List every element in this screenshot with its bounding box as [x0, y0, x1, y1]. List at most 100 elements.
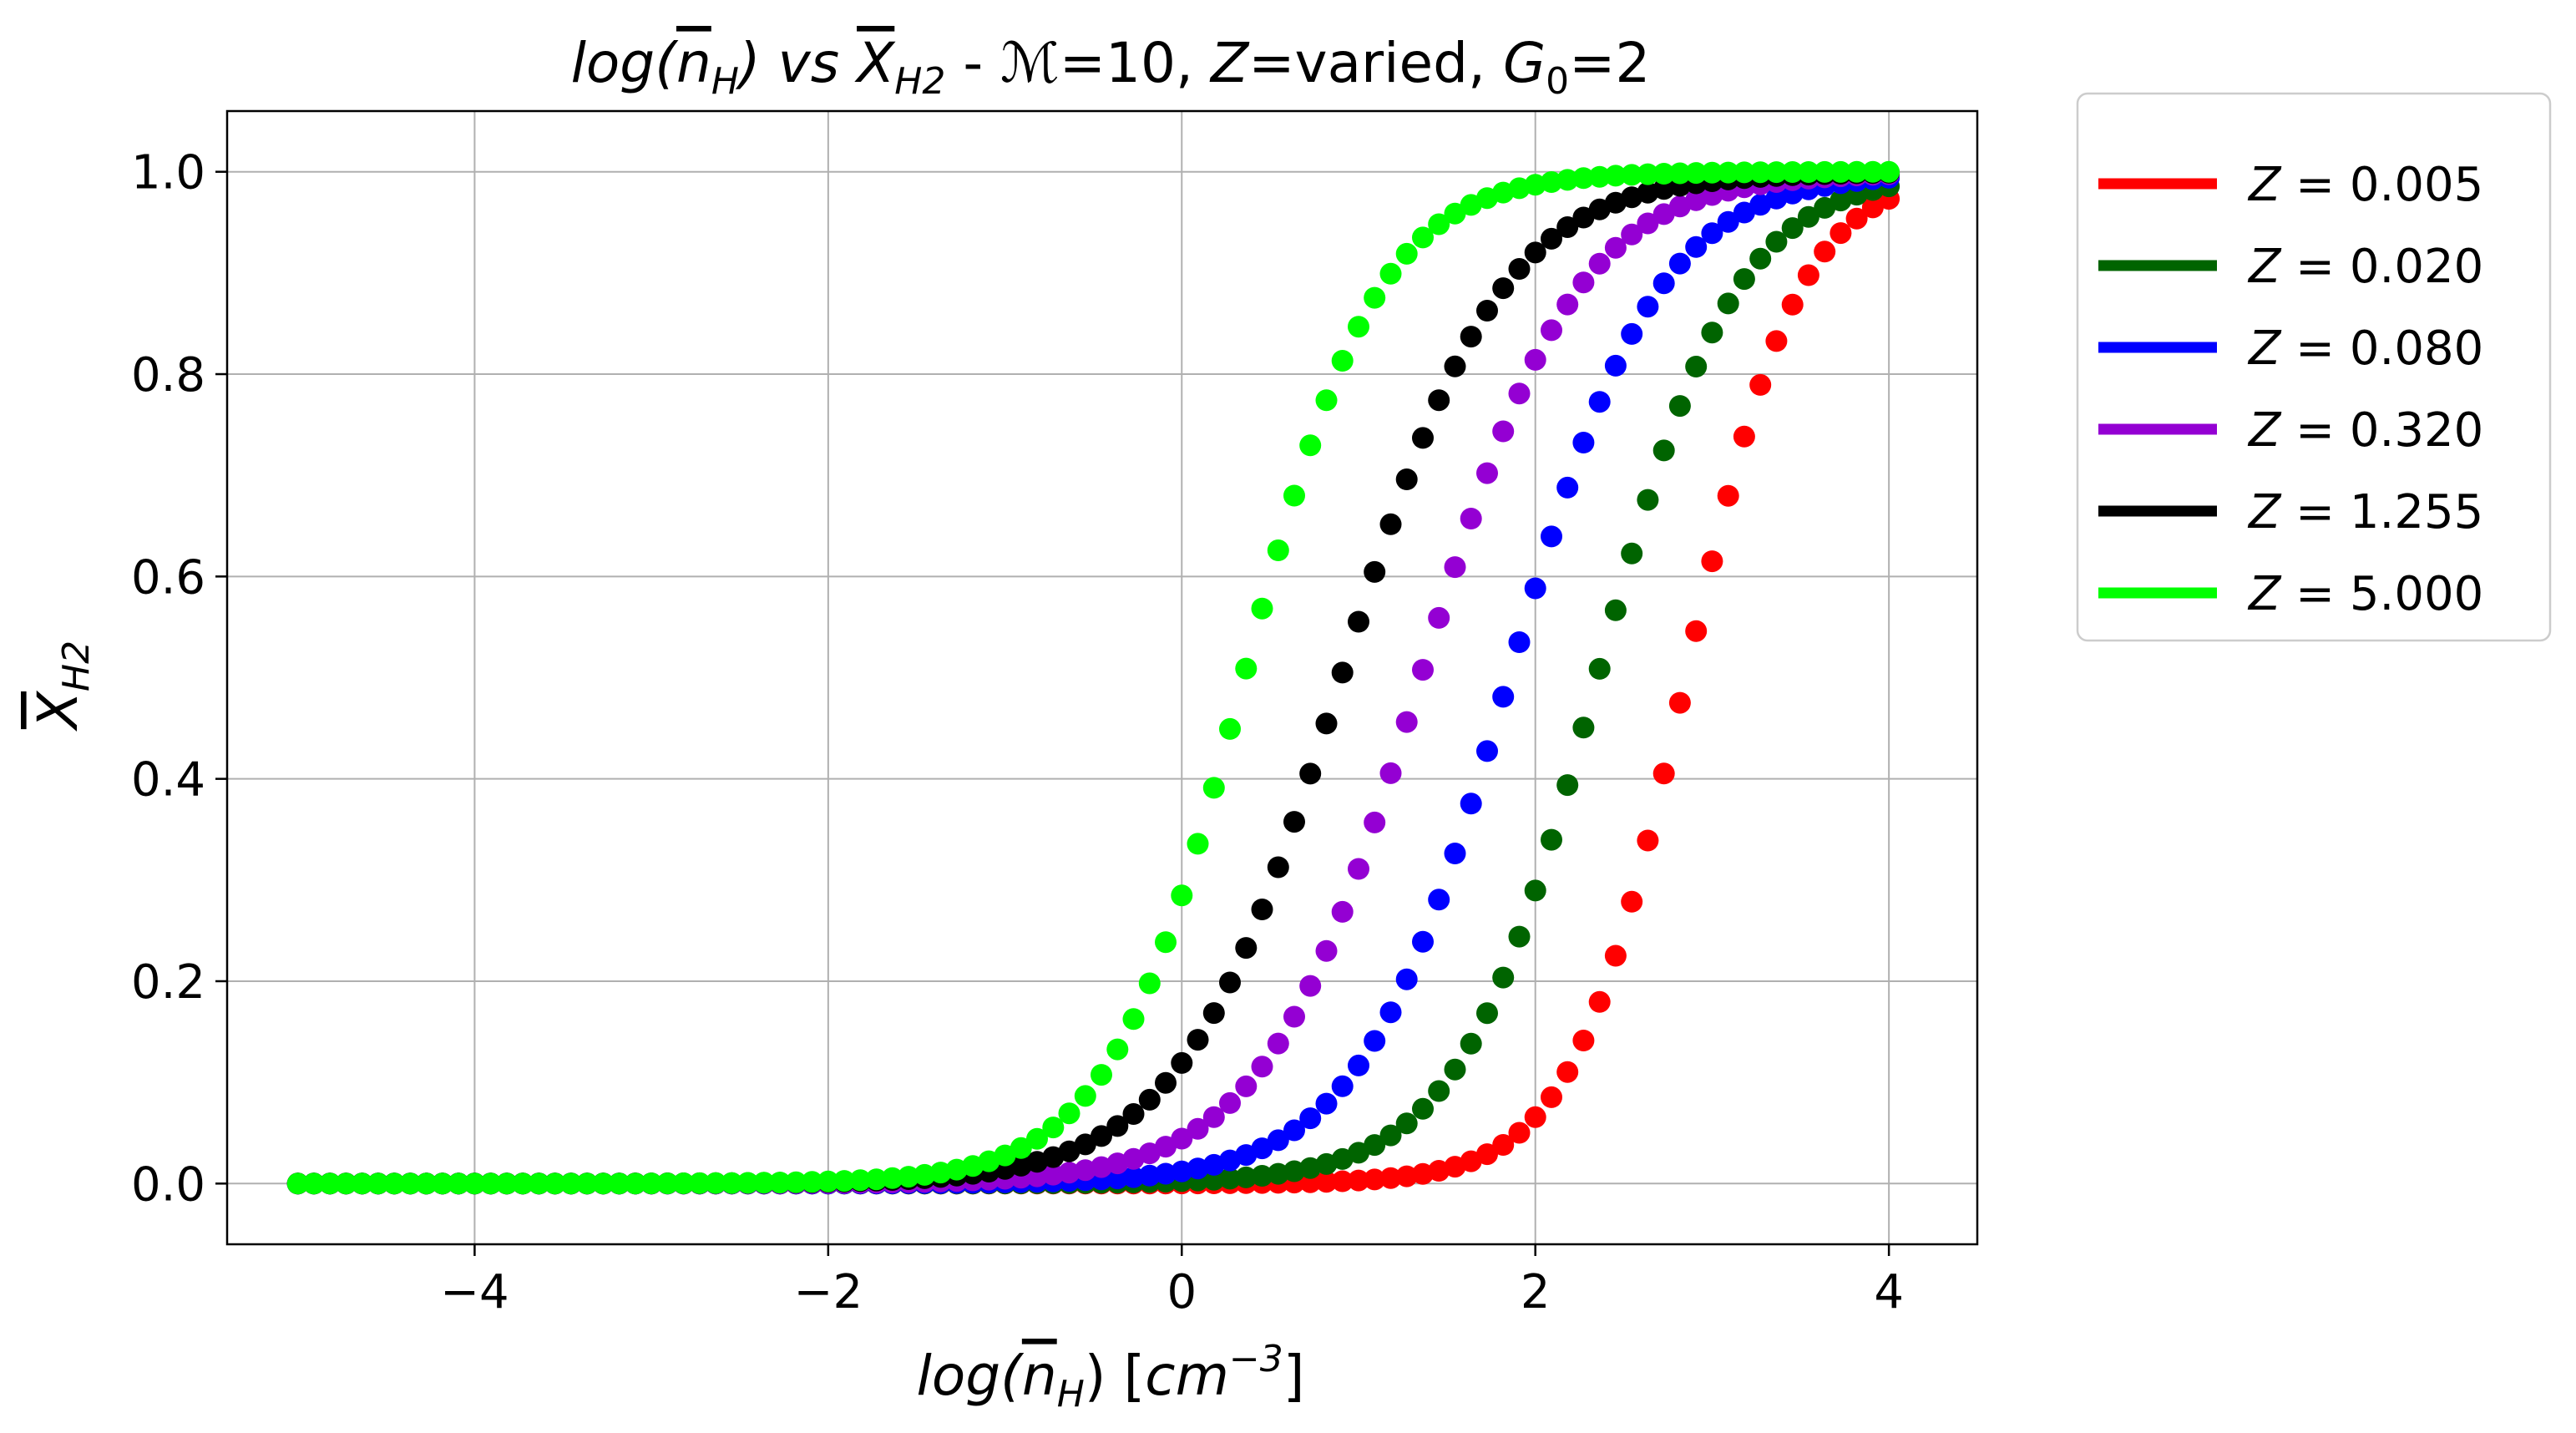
data-point	[1733, 161, 1755, 184]
data-point	[1637, 489, 1659, 511]
data-point	[1331, 350, 1354, 372]
data-point	[1251, 899, 1273, 920]
data-point	[1733, 268, 1755, 291]
data-point	[1412, 427, 1434, 449]
data-point	[1138, 972, 1161, 995]
data-point	[736, 1172, 759, 1194]
data-point	[1379, 513, 1402, 535]
data-point	[1541, 319, 1562, 342]
data-point	[1524, 1106, 1546, 1128]
data-point	[1171, 884, 1193, 907]
data-point	[1460, 326, 1482, 348]
y-tick-label: 0.6	[131, 550, 205, 605]
data-point	[286, 1172, 309, 1195]
data-point	[1364, 1030, 1386, 1052]
data-point	[367, 1172, 389, 1195]
data-point	[1621, 322, 1643, 345]
data-point	[608, 1172, 630, 1195]
data-point	[1042, 1163, 1065, 1186]
data-point	[1878, 160, 1900, 183]
data-point	[1155, 1136, 1177, 1158]
y-tick-label: 0.0	[131, 1157, 205, 1212]
data-point	[1395, 711, 1418, 733]
data-point	[1621, 223, 1643, 246]
data-point	[1299, 762, 1322, 785]
data-point	[849, 1169, 872, 1192]
data-point	[1701, 161, 1723, 184]
data-point	[1267, 539, 1289, 561]
data-point	[1219, 971, 1241, 994]
data-point	[1460, 1032, 1482, 1055]
data-point	[415, 1172, 438, 1195]
data-point	[1171, 1127, 1193, 1150]
data-point	[1668, 691, 1691, 714]
data-point	[1364, 811, 1386, 833]
data-point	[1315, 389, 1338, 412]
data-point	[1717, 161, 1739, 184]
data-point	[1765, 230, 1788, 253]
data-point	[1685, 162, 1708, 185]
data-point	[1604, 354, 1627, 377]
data-point	[319, 1172, 342, 1195]
data-point	[1685, 620, 1708, 642]
y-tick-label: 0.4	[131, 753, 205, 808]
chart-title: log(nH) vs XH2 - ℳ=10, Z=varied, G0=2	[571, 31, 1651, 103]
data-point	[1395, 968, 1418, 990]
data-point	[1588, 391, 1611, 413]
data-point	[1492, 277, 1515, 300]
data-point	[1508, 925, 1531, 948]
data-point	[1364, 560, 1386, 583]
data-point	[640, 1172, 663, 1195]
data-point	[1010, 1137, 1032, 1159]
data-point	[1861, 196, 1884, 219]
data-point	[801, 1171, 823, 1193]
data-point	[1235, 937, 1258, 960]
data-point	[1588, 657, 1611, 680]
data-point	[1604, 165, 1627, 187]
data-point	[1685, 356, 1708, 377]
data-point	[1830, 222, 1852, 245]
data-point	[1814, 160, 1836, 183]
data-point	[463, 1172, 486, 1195]
data-point	[479, 1172, 502, 1195]
data-point	[1428, 213, 1450, 235]
y-tick-label: 0.8	[131, 348, 205, 403]
data-point	[1202, 1002, 1225, 1025]
data-point	[1091, 1064, 1112, 1086]
data-point	[1797, 161, 1819, 183]
data-point	[431, 1172, 453, 1195]
data-point	[1701, 550, 1723, 573]
data-point	[1412, 659, 1434, 681]
data-point	[1588, 165, 1611, 188]
data-points	[286, 160, 1900, 1195]
legend: Z = 0.005 Z = 0.020 Z = 0.080 Z = 0.320 Z = …	[2076, 92, 2552, 642]
data-point	[1621, 542, 1643, 565]
data-point	[1348, 1142, 1369, 1164]
data-point	[1701, 322, 1723, 344]
data-point	[1074, 1133, 1096, 1156]
data-point	[1668, 395, 1691, 418]
data-point	[1122, 1103, 1145, 1125]
data-point	[1412, 226, 1434, 249]
data-point	[1572, 432, 1595, 453]
data-point	[898, 1166, 920, 1188]
data-point	[1428, 889, 1450, 911]
data-point	[383, 1172, 406, 1195]
data-point	[592, 1172, 615, 1195]
data-point	[1733, 201, 1755, 224]
y-tick-label: 0.2	[131, 955, 205, 1010]
data-point	[1637, 296, 1659, 318]
data-point	[1652, 439, 1675, 462]
data-point	[351, 1172, 373, 1195]
data-point	[1138, 1088, 1161, 1111]
data-point	[1091, 1125, 1112, 1147]
data-point	[1379, 762, 1402, 784]
data-point	[1717, 292, 1739, 315]
data-point	[1267, 1129, 1289, 1152]
legend-label: Z = 0.005	[2247, 158, 2483, 212]
data-point	[1588, 252, 1611, 275]
data-point	[1042, 1117, 1065, 1139]
data-point	[1155, 931, 1177, 954]
data-point	[1428, 606, 1450, 629]
data-point	[1348, 316, 1369, 338]
